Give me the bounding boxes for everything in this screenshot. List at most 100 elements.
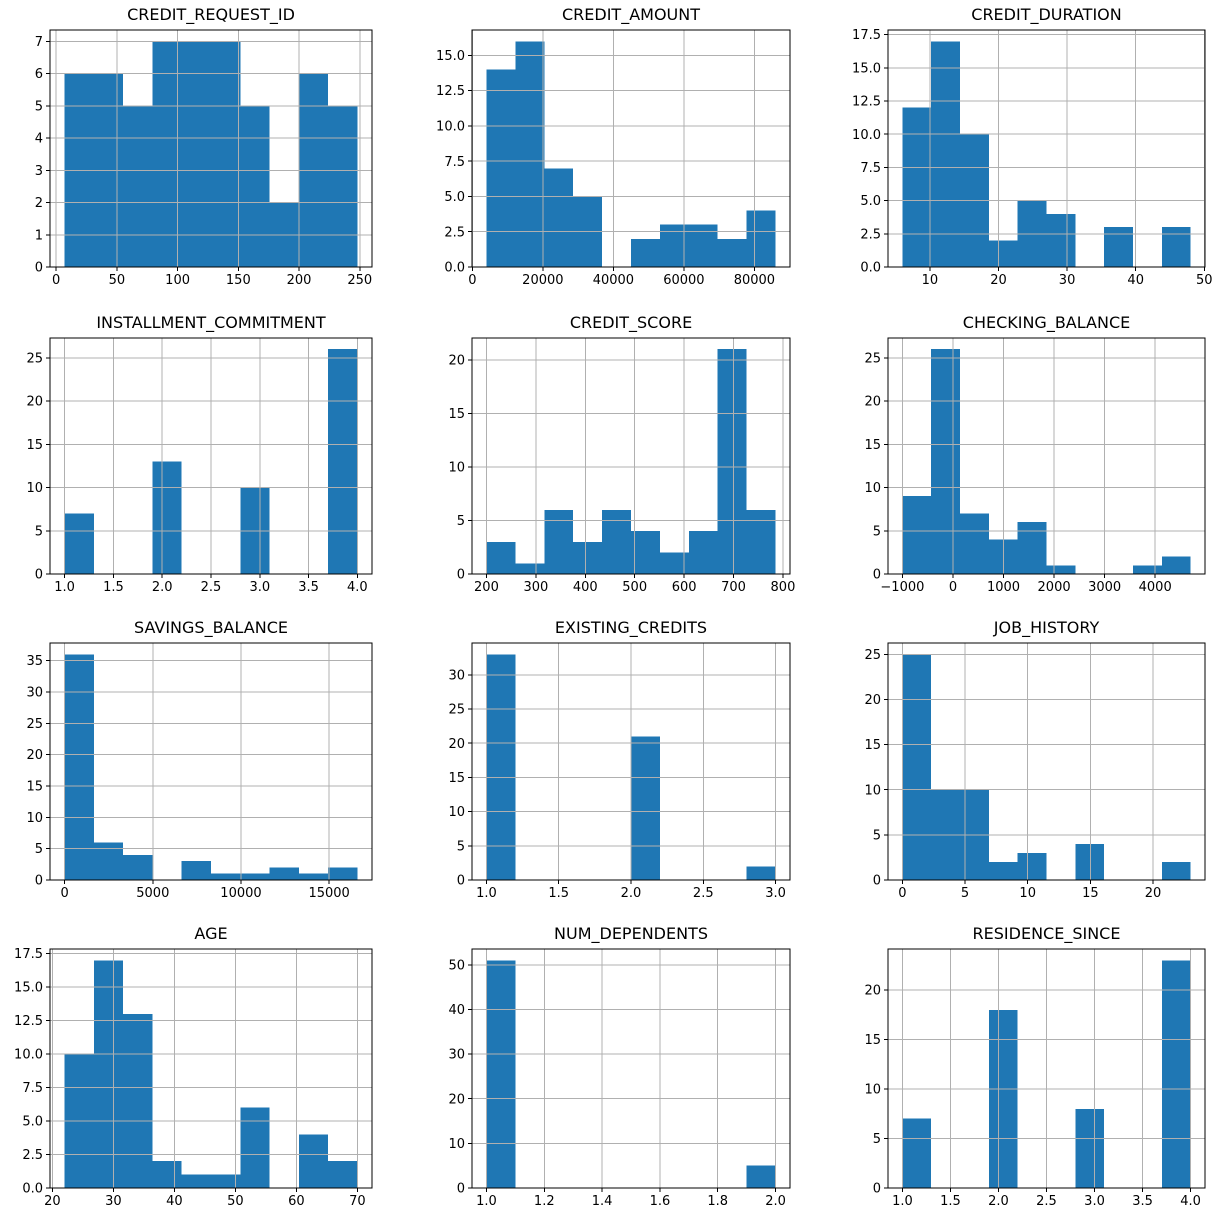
histogram-bar bbox=[931, 41, 961, 267]
x-tick-label: 1000 bbox=[987, 580, 1020, 595]
histogram-bar bbox=[988, 1009, 1018, 1188]
histogram-bar bbox=[64, 654, 94, 880]
chart-title: INSTALLMENT_COMMITMENT bbox=[96, 313, 326, 333]
histogram-bar bbox=[240, 105, 270, 267]
x-tick-label: 20 bbox=[44, 1194, 61, 1209]
y-tick-label: 10 bbox=[448, 1137, 465, 1152]
y-tick-label: 20 bbox=[864, 395, 881, 410]
y-tick-label: 10.0 bbox=[14, 1048, 43, 1063]
y-tick-label: 0 bbox=[873, 568, 881, 583]
histogram-bar bbox=[240, 1107, 270, 1188]
x-tick-label: 800 bbox=[771, 580, 796, 595]
x-tick-label: 2.5 bbox=[1036, 1194, 1057, 1209]
histogram-bar bbox=[328, 1161, 358, 1188]
x-tick-label: 3.0 bbox=[765, 886, 786, 901]
y-tick-label: 2.5 bbox=[860, 227, 881, 242]
x-tick-label: 15 bbox=[1082, 886, 1099, 901]
histogram-credit-request-id-svg: 0 50 100 150 200 250 0 1 2 3 4 5 6 7 CREDIT_REQUEST_ID bbox=[35, 5, 373, 288]
subplot-credit-amount: 0 20000 40000 60000 80000 0.0 2.5 5.0 7.5 10.0 12.… bbox=[410, 0, 820, 305]
histogram-savings-balance-svg: 0 5000 10000 15000 0 5 10 15 20 25 30 35 SAVINGS_BAL… bbox=[26, 618, 373, 901]
y-tick-label: 20 bbox=[448, 353, 465, 368]
histogram-bar bbox=[631, 736, 660, 880]
x-tick-label: 3000 bbox=[1088, 580, 1121, 595]
y-tick-label: 5.0 bbox=[22, 1115, 43, 1130]
histogram-bar bbox=[631, 238, 660, 267]
x-tick-label: 1.2 bbox=[534, 1194, 555, 1209]
x-tick-label: 200 bbox=[287, 273, 312, 288]
histogram-bar bbox=[1046, 213, 1076, 267]
chart-title: CREDIT_AMOUNT bbox=[562, 5, 700, 25]
y-tick-label: 30 bbox=[448, 668, 465, 683]
x-tick-label: 20000 bbox=[522, 273, 563, 288]
histogram-bar bbox=[688, 531, 718, 574]
histogram-bar bbox=[988, 240, 1018, 267]
y-tick-label: 35 bbox=[26, 654, 43, 669]
chart-title: EXISTING_CREDITS bbox=[555, 618, 707, 638]
x-tick-label: 20 bbox=[1145, 886, 1162, 901]
histogram-bar bbox=[211, 1174, 241, 1188]
histogram-job-history-svg: 0 5 10 15 20 0 5 10 15 20 25 JOB_HISTORY bbox=[864, 618, 1206, 901]
x-tick-label: 5000 bbox=[136, 886, 169, 901]
histogram-bar bbox=[902, 654, 932, 880]
x-tick-label: 100 bbox=[165, 273, 190, 288]
y-tick-label: 15 bbox=[448, 407, 465, 422]
subplot-credit-request-id: 0 50 100 150 200 250 0 1 2 3 4 5 6 7 CREDIT_REQUEST_ID bbox=[0, 0, 410, 305]
y-tick-label: 2.5 bbox=[444, 225, 465, 240]
x-tick-label: 250 bbox=[347, 273, 372, 288]
histogram-bar bbox=[717, 349, 747, 574]
histogram-bar bbox=[1132, 565, 1162, 574]
x-tick-label: 60000 bbox=[663, 273, 704, 288]
y-tick-label: 10.0 bbox=[436, 119, 465, 134]
histogram-bar bbox=[93, 842, 124, 880]
y-tick-label: 15 bbox=[26, 438, 43, 453]
chart-title: RESIDENCE_SINCE bbox=[973, 924, 1121, 944]
histogram-bar bbox=[659, 224, 689, 267]
x-tick-label: 150 bbox=[226, 273, 251, 288]
histogram-bar bbox=[1017, 522, 1047, 574]
subplot-existing-credits: 1.0 1.5 2.0 2.5 3.0 0 5 10 15 20 25 30 EXISTING_CRED… bbox=[410, 610, 820, 915]
x-tick-label: 500 bbox=[622, 580, 647, 595]
chart-title: CREDIT_REQUEST_ID bbox=[127, 5, 295, 25]
y-tick-label: 15 bbox=[26, 780, 43, 795]
histogram-bar bbox=[486, 960, 516, 1188]
y-tick-label: 20 bbox=[864, 693, 881, 708]
histogram-bar bbox=[123, 105, 153, 267]
histogram-bar bbox=[181, 861, 211, 880]
x-tick-label: 2.0 bbox=[988, 1194, 1009, 1209]
y-tick-label: 10 bbox=[864, 481, 881, 496]
histogram-credit-duration-svg: 10 20 30 40 50 0.0 2.5 5.0 7.5 10.0 12.5 15.0 17.5 CR… bbox=[852, 5, 1213, 288]
x-tick-label: 1.5 bbox=[548, 886, 569, 901]
y-tick-label: 25 bbox=[448, 703, 465, 718]
y-tick-label: 15.0 bbox=[852, 61, 881, 76]
histogram-residence-since-svg: 1.0 1.5 2.0 2.5 3.0 3.5 4.0 0 5 10 15 20 RESIDENCE_S… bbox=[864, 924, 1206, 1209]
y-tick-label: 5 bbox=[457, 839, 465, 854]
chart-title: NUM_DEPENDENTS bbox=[554, 924, 708, 944]
chart-title: CREDIT_SCORE bbox=[570, 313, 692, 333]
x-tick-label: 70 bbox=[349, 1194, 366, 1209]
x-tick-label: 4.0 bbox=[1180, 1194, 1201, 1209]
x-tick-label: 3.0 bbox=[1084, 1194, 1105, 1209]
histogram-bar bbox=[746, 1165, 776, 1188]
x-tick-label: 30 bbox=[1059, 273, 1076, 288]
histogram-bar bbox=[717, 238, 747, 267]
x-tick-label: 80000 bbox=[734, 273, 775, 288]
y-tick-label: 20 bbox=[448, 1092, 465, 1107]
histogram-bar bbox=[515, 563, 545, 574]
histogram-credit-score-svg: 200 300 400 500 600 700 800 0 5 10 15 20 CREDIT_SCOR… bbox=[448, 313, 796, 595]
axes-frame bbox=[471, 948, 791, 1189]
x-tick-label: 2.0 bbox=[765, 1194, 786, 1209]
histogram-bar bbox=[152, 1161, 182, 1188]
histogram-bar bbox=[1075, 843, 1105, 880]
histogram-bar bbox=[688, 224, 718, 267]
y-tick-label: 0 bbox=[457, 1182, 465, 1197]
x-tick-label: 300 bbox=[523, 580, 548, 595]
x-tick-label: 1.6 bbox=[650, 1194, 671, 1209]
histogram-bar bbox=[960, 513, 989, 574]
y-tick-label: 12.5 bbox=[14, 1014, 43, 1029]
subplot-installment-commitment: 1.0 1.5 2.0 2.5 3.0 3.5 4.0 0 5 10 15 20 25 INSTALLME… bbox=[0, 305, 410, 610]
axes-frame bbox=[49, 29, 373, 268]
subplot-num-dependents: 1.0 1.2 1.4 1.6 1.8 2.0 0 10 20 30 40 50 NUM_DEPENDE… bbox=[410, 915, 820, 1220]
x-tick-label: 10 bbox=[922, 273, 939, 288]
x-tick-label: 40 bbox=[1127, 273, 1144, 288]
